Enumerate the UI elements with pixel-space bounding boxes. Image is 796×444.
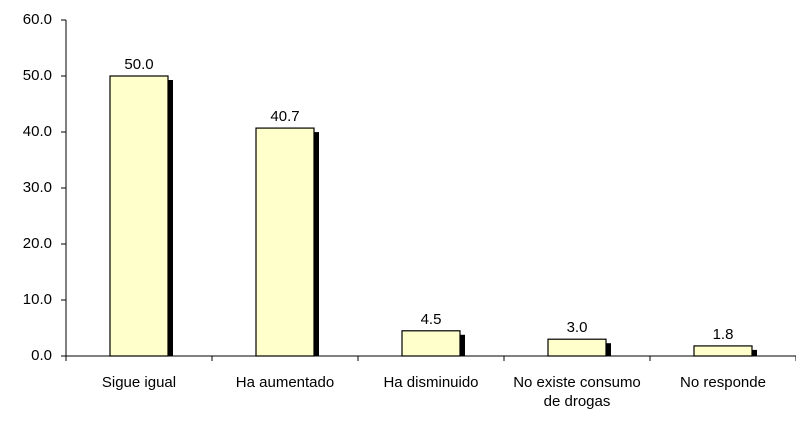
bar xyxy=(109,75,169,357)
x-tick-label: Ha aumentado xyxy=(235,374,335,391)
value-label: 1.8 xyxy=(713,326,734,343)
bar xyxy=(401,330,461,357)
y-tick-label: 10.0 xyxy=(23,291,52,308)
value-label: 40.7 xyxy=(270,108,299,125)
y-tick-label: 0.0 xyxy=(31,347,52,364)
bar xyxy=(693,345,753,357)
bar xyxy=(255,127,315,357)
y-tick-label: 60.0 xyxy=(23,11,52,28)
x-tick-label: No responde xyxy=(680,374,766,391)
x-tick-label: Sigue igual xyxy=(101,374,177,391)
value-label: 3.0 xyxy=(567,319,588,336)
value-label: 50.0 xyxy=(124,56,153,73)
y-tick-label: 20.0 xyxy=(23,235,52,252)
value-label: 4.5 xyxy=(421,311,442,328)
x-tick-label: No existe consumo de drogas xyxy=(513,374,641,410)
y-tick-label: 40.0 xyxy=(23,123,52,140)
y-tick-label: 50.0 xyxy=(23,67,52,84)
x-tick-label: Ha disminuido xyxy=(383,374,479,391)
bar xyxy=(547,338,607,357)
y-tick-label: 30.0 xyxy=(23,179,52,196)
